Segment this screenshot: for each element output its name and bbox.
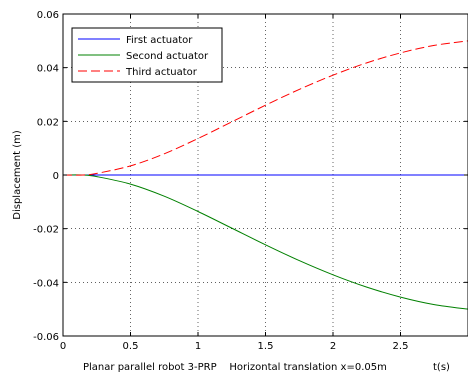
x-axis-unit-label: t(s): [433, 362, 450, 373]
legend: First actuator Second actuator Third actua…: [71, 27, 223, 83]
axis-ticks: [62, 13, 468, 337]
x-tick-label-1: 1: [195, 341, 201, 352]
y-tick-label-0-06: -0.06: [33, 332, 59, 343]
series-lines: [62, 40, 468, 310]
legend-label-first-actuator: First actuator: [126, 35, 193, 46]
y-tick-label-0: 0: [53, 171, 59, 182]
tick-labels: 0 0.5 1 1.5 2 2.5 -0.06 -0.04 -0.02 0 0.02 0.04 0.06: [33, 10, 408, 352]
y-tick-label-0-02: 0.02: [37, 117, 59, 128]
y-tick-label-0-06: 0.06: [37, 10, 59, 21]
x-axis-label: Planar parallel robot 3-PRP Horizontal t…: [83, 362, 387, 373]
series-line-second-actuator: [62, 174, 468, 310]
y-tick-label-0-02: -0.02: [33, 225, 59, 236]
x-tick-label-0: 0: [60, 341, 66, 352]
y-axis-label: Displacement (m): [12, 130, 23, 220]
y-tick-label-0-04: 0.04: [37, 64, 59, 75]
x-tick-label-1-5: 1.5: [258, 341, 274, 352]
y-tick-label-0-04: -0.04: [33, 278, 59, 289]
legend-label-second-actuator: Second actuator: [126, 51, 209, 62]
x-tick-label-0-5: 0.5: [123, 341, 139, 352]
legend-label-third-actuator: Third actuator: [125, 67, 198, 78]
series-line-third-actuator: [62, 40, 468, 176]
x-tick-label-2: 2: [330, 341, 336, 352]
x-tick-label-2-5: 2.5: [393, 341, 409, 352]
